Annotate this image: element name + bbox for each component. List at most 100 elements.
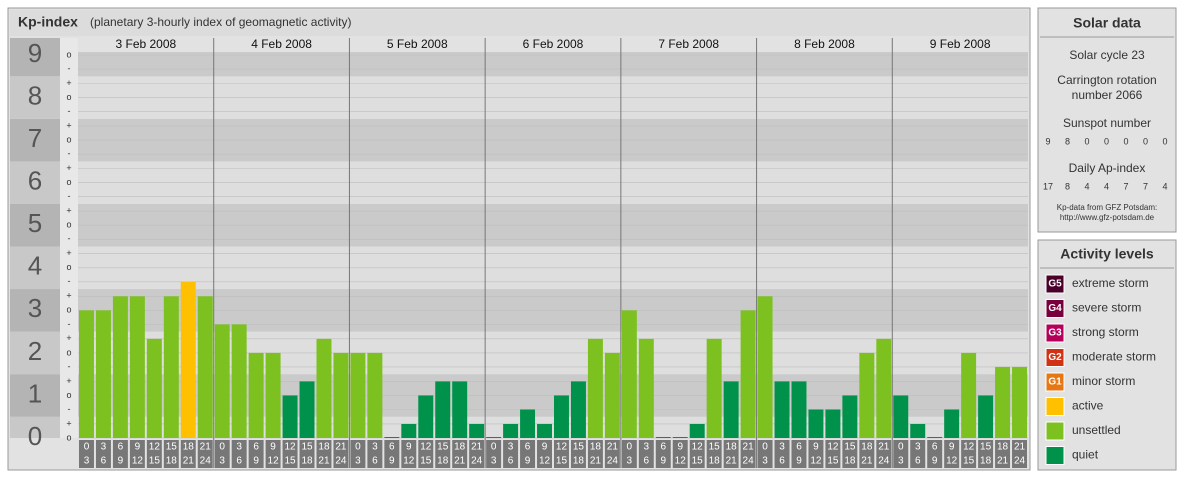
x-tick-label: 3 — [762, 456, 768, 467]
minor-tick-label: + — [66, 120, 71, 130]
legend-swatch — [1045, 274, 1065, 294]
legend-code: G3 — [1048, 328, 1062, 339]
x-tick-label: 3 — [219, 456, 225, 467]
x-tick-label: 3 — [644, 442, 650, 453]
hour-box — [825, 440, 841, 468]
hour-box — [1012, 440, 1027, 468]
x-tick-label: 21 — [318, 456, 330, 467]
hour-box — [961, 440, 977, 468]
hour-box — [587, 440, 603, 468]
hour-box — [689, 440, 705, 468]
x-tick-label: 18 — [861, 442, 873, 453]
digit-box — [10, 118, 60, 162]
minor-tick-label: + — [66, 206, 71, 216]
y-tick-label: 9 — [28, 38, 42, 68]
title: Kp-index — [18, 14, 78, 30]
hour-box — [129, 440, 145, 468]
hour-box — [655, 440, 671, 468]
hour-box — [418, 440, 434, 468]
hour-box — [299, 440, 315, 468]
x-tick-label: 18 — [573, 456, 585, 467]
hour-box — [740, 440, 756, 468]
bar — [367, 352, 383, 438]
x-tick-label: 21 — [471, 442, 483, 453]
x-tick-label: 21 — [861, 456, 873, 467]
hour-box — [316, 440, 332, 468]
y-tick-label: 8 — [28, 80, 42, 110]
x-tick-label: 12 — [132, 456, 144, 467]
day-label: 7 Feb 2008 — [658, 37, 719, 51]
x-tick-label: 15 — [709, 442, 721, 453]
legend-label: minor storm — [1072, 374, 1135, 388]
x-tick-label: 15 — [692, 456, 704, 467]
ap-value: 7 — [1143, 181, 1148, 191]
bar — [859, 352, 875, 438]
x-tick-label: 6 — [372, 456, 378, 467]
minor-tick-label: + — [66, 78, 71, 88]
x-tick-label: 3 — [355, 456, 361, 467]
x-tick-label: 0 — [627, 442, 633, 453]
hour-box — [995, 440, 1011, 468]
legend-code: G5 — [1048, 279, 1062, 290]
x-tick-label: 3 — [627, 456, 633, 467]
x-tick-label: 12 — [675, 456, 687, 467]
bar — [265, 352, 281, 438]
sunspot-title: Sunspot number — [1063, 116, 1151, 130]
x-tick-label: 0 — [355, 442, 361, 453]
x-tick-label: 12 — [692, 442, 704, 453]
legend-swatch — [1045, 397, 1065, 416]
legend-swatch — [1045, 348, 1065, 367]
hour-box — [893, 440, 909, 468]
x-tick-label: 18 — [980, 456, 992, 467]
x-tick-label: 24 — [200, 456, 212, 467]
minor-tick-label: o — [66, 49, 71, 59]
x-tick-label: 6 — [796, 442, 802, 453]
minor-tick-label: + — [66, 163, 71, 173]
hour-box — [214, 440, 230, 468]
bar — [825, 409, 841, 438]
levels-title: Activity levels — [1060, 246, 1154, 262]
hour-box — [791, 440, 807, 468]
solar-cycle: Solar cycle 23 — [1069, 48, 1145, 62]
bar — [435, 381, 451, 438]
bar — [740, 310, 756, 438]
hour-box — [469, 440, 485, 468]
x-tick-label: 18 — [997, 442, 1009, 453]
hour-box — [859, 440, 875, 468]
x-tick-label: 21 — [1014, 442, 1026, 453]
minor-tick-label: o — [66, 134, 71, 144]
x-tick-label: 15 — [844, 442, 856, 453]
bar — [978, 395, 994, 438]
x-tick-label: 9 — [118, 456, 124, 467]
y-tick-label: 0 — [28, 421, 42, 451]
x-tick-label: 0 — [762, 442, 768, 453]
bar — [944, 409, 960, 438]
minor-tick-label: + — [66, 333, 71, 343]
x-tick-label: 9 — [949, 442, 955, 453]
bar — [214, 324, 230, 438]
bar — [231, 324, 247, 438]
y-tick-label: 1 — [28, 378, 42, 408]
bar — [452, 381, 468, 438]
x-tick-label: 21 — [200, 442, 212, 453]
day-label: 4 Feb 2008 — [251, 37, 312, 51]
sunspot-value: 0 — [1084, 136, 1089, 146]
hour-box — [520, 440, 536, 468]
legend-swatch — [1045, 446, 1065, 465]
minor-tick-label: o — [66, 92, 71, 102]
y-tick-label: 6 — [28, 166, 42, 196]
hour-box — [638, 440, 654, 468]
hour-box — [537, 440, 552, 468]
x-tick-label: 0 — [219, 442, 225, 453]
legend-code: G1 — [1048, 377, 1062, 388]
bar — [350, 352, 366, 438]
bar — [723, 381, 739, 438]
solar-panel — [1037, 7, 1177, 233]
x-tick-label: 9 — [677, 442, 683, 453]
ap-value: 7 — [1123, 181, 1128, 191]
hour-box — [927, 440, 943, 468]
day-label: 5 Feb 2008 — [387, 37, 448, 51]
minor-tick-label: - — [68, 106, 71, 116]
x-tick-label: 21 — [997, 456, 1009, 467]
